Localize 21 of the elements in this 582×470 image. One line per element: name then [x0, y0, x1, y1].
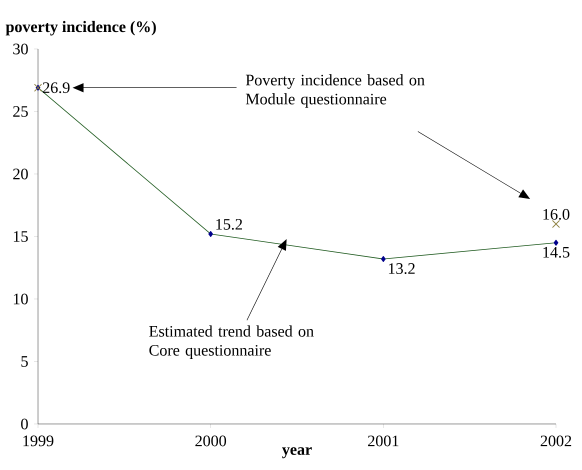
x-tick-label: 2000: [195, 436, 226, 446]
data-label: 16.0: [543, 208, 570, 220]
data-label: 14.5: [543, 246, 570, 258]
data-label: 26.9: [42, 82, 70, 94]
annotation: Estimated trend based on Core questionnaire: [149, 325, 314, 359]
y-tick-label: 15: [14, 231, 28, 242]
y-tick-label: 5: [21, 356, 28, 367]
y-tick-label: 0: [21, 418, 28, 430]
x-axis-title: year: [282, 447, 312, 458]
y-tick-label: 20: [13, 168, 28, 180]
y-tick-label: 10: [14, 294, 28, 304]
data-label: 15.2: [216, 218, 242, 230]
y-axis-title: poverty incidence (%): [6, 20, 156, 36]
y-tick-label: 25: [13, 106, 28, 117]
x-tick-label: 1999: [23, 436, 54, 446]
data-label: 13.2: [388, 263, 415, 274]
y-tick-label: 30: [13, 44, 28, 54]
x-tick-label: 2002: [540, 436, 572, 446]
x-tick-label: 2001: [368, 436, 398, 446]
point: [552, 220, 560, 228]
annotation: Poverty incidence based on Module questionnaire: [246, 74, 425, 108]
